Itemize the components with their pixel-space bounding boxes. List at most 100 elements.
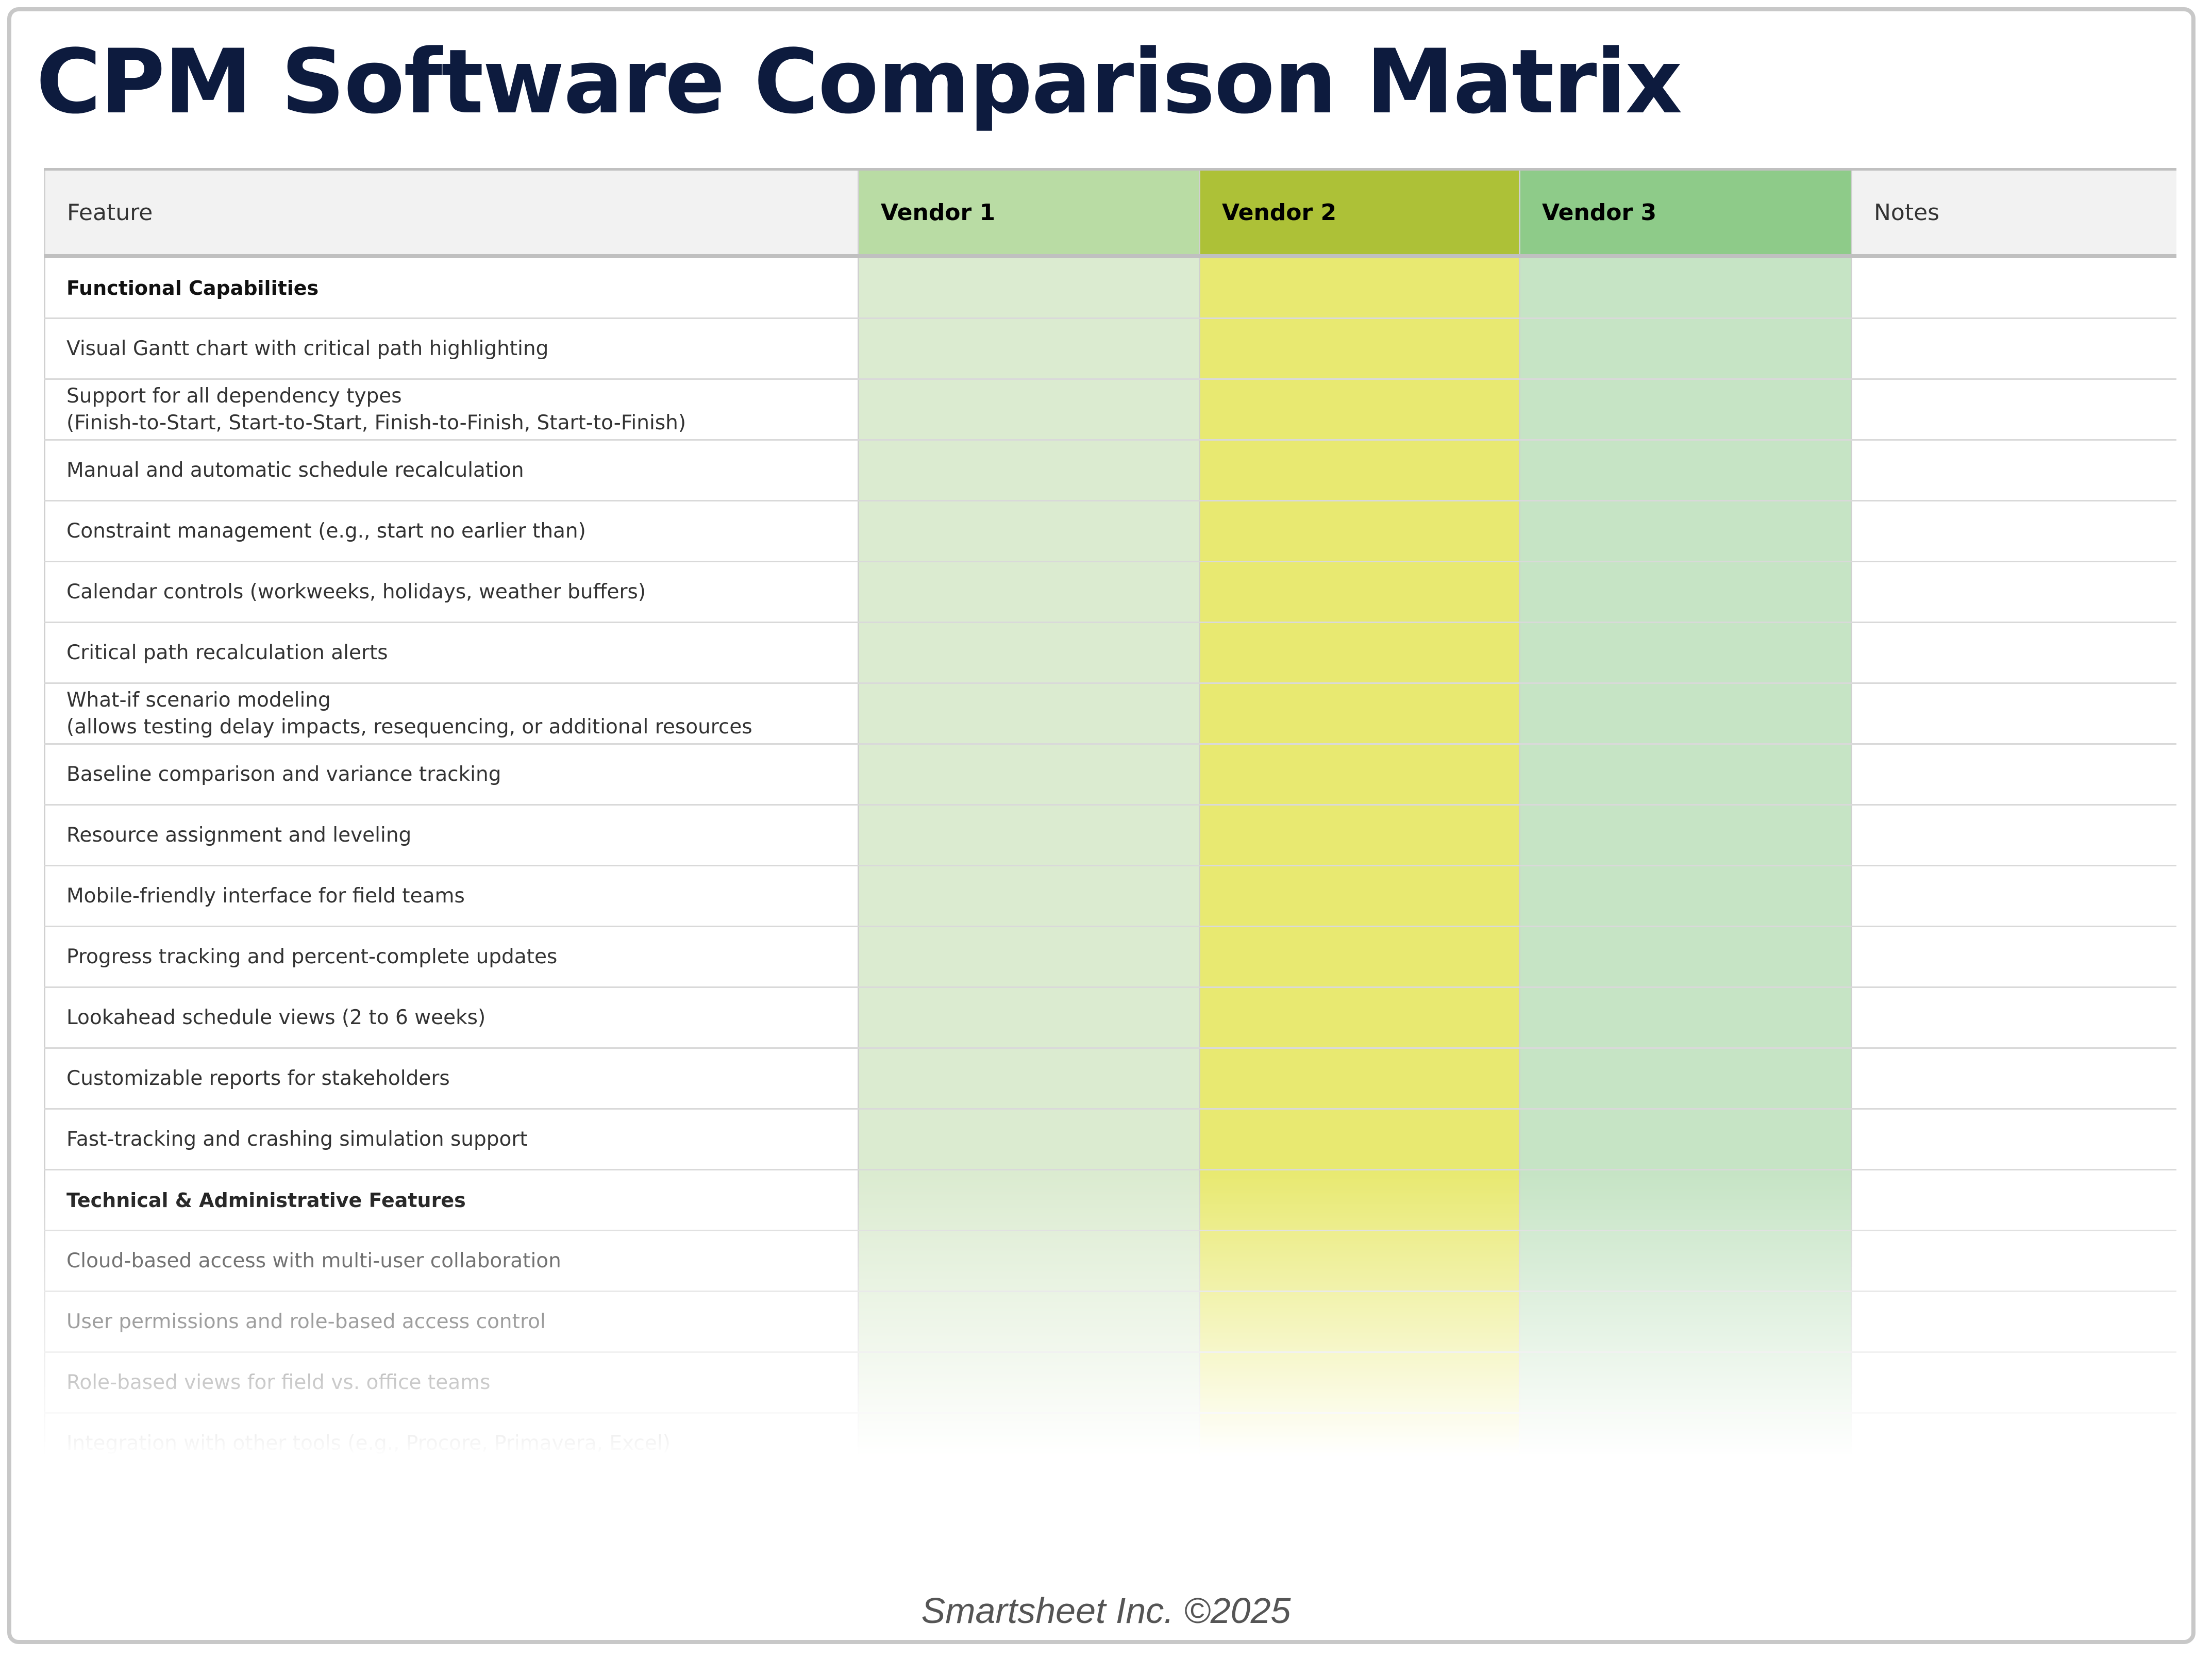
vendor-1-cell[interactable] xyxy=(859,745,1200,804)
feature-label: What-if scenario modeling (allows testin… xyxy=(66,688,752,739)
notes-cell[interactable] xyxy=(1852,1414,2176,1473)
feature-cell: Manual and automatic schedule recalculat… xyxy=(44,441,859,500)
vendor-2-cell[interactable] xyxy=(1200,806,1520,865)
vendor-2-cell[interactable] xyxy=(1200,1292,1520,1351)
vendor-1-cell[interactable] xyxy=(859,319,1200,378)
vendor-3-cell[interactable] xyxy=(1520,319,1852,378)
vendor-3-cell[interactable] xyxy=(1520,623,1852,682)
vendor-3-cell[interactable] xyxy=(1520,988,1852,1047)
vendor-2-cell[interactable] xyxy=(1200,684,1520,743)
vendor-2-cell[interactable] xyxy=(1200,1110,1520,1169)
vendor-3-cell[interactable] xyxy=(1520,684,1852,743)
header-vendor-2: Vendor 2 xyxy=(1200,171,1520,254)
vendor-3-cell[interactable] xyxy=(1520,441,1852,500)
vendor-1-cell[interactable] xyxy=(859,1414,1200,1473)
notes-cell[interactable] xyxy=(1852,988,2176,1047)
table-row: Lookahead schedule views (2 to 6 weeks) xyxy=(44,988,2176,1049)
notes-cell[interactable] xyxy=(1852,1292,2176,1351)
vendor-1-cell[interactable] xyxy=(859,1231,1200,1291)
table-row: What-if scenario modeling (allows testin… xyxy=(44,684,2176,745)
vendor-2-cell[interactable] xyxy=(1200,258,1520,317)
vendor-2-cell[interactable] xyxy=(1200,1049,1520,1108)
table-row: Constraint management (e.g., start no ea… xyxy=(44,501,2176,562)
notes-cell[interactable] xyxy=(1852,1049,2176,1108)
vendor-3-cell[interactable] xyxy=(1520,927,1852,986)
notes-cell[interactable] xyxy=(1852,501,2176,561)
notes-cell[interactable] xyxy=(1852,927,2176,986)
vendor-2-cell[interactable] xyxy=(1200,866,1520,926)
vendor-3-cell[interactable] xyxy=(1520,866,1852,926)
vendor-1-cell[interactable] xyxy=(859,1110,1200,1169)
feature-label: Manual and automatic schedule recalculat… xyxy=(66,458,524,482)
vendor-1-cell[interactable] xyxy=(859,623,1200,682)
vendor-3-cell[interactable] xyxy=(1520,1231,1852,1291)
notes-cell[interactable] xyxy=(1852,1170,2176,1230)
feature-label: Progress tracking and percent-complete u… xyxy=(66,945,558,968)
feature-cell: Integration with other tools (e.g., Proc… xyxy=(44,1414,859,1473)
vendor-3-cell[interactable] xyxy=(1520,562,1852,622)
notes-cell[interactable] xyxy=(1852,1110,2176,1169)
vendor-2-cell[interactable] xyxy=(1200,1353,1520,1412)
vendor-3-cell[interactable] xyxy=(1520,1110,1852,1169)
table-row: Support for all dependency types (Finish… xyxy=(44,380,2176,441)
vendor-3-cell[interactable] xyxy=(1520,258,1852,317)
notes-cell[interactable] xyxy=(1852,319,2176,378)
vendor-1-cell[interactable] xyxy=(859,866,1200,926)
feature-cell: Constraint management (e.g., start no ea… xyxy=(44,501,859,561)
notes-cell[interactable] xyxy=(1852,1353,2176,1412)
header-vendor-3: Vendor 3 xyxy=(1520,171,1852,254)
vendor-3-cell[interactable] xyxy=(1520,1292,1852,1351)
vendor-3-cell[interactable] xyxy=(1520,1353,1852,1412)
vendor-1-cell[interactable] xyxy=(859,380,1200,439)
notes-cell[interactable] xyxy=(1852,745,2176,804)
vendor-3-cell[interactable] xyxy=(1520,1049,1852,1108)
notes-cell[interactable] xyxy=(1852,380,2176,439)
feature-cell: User permissions and role-based access c… xyxy=(44,1292,859,1351)
vendor-1-cell[interactable] xyxy=(859,258,1200,317)
section-label: Technical & Administrative Features xyxy=(66,1188,466,1212)
feature-label: Role-based views for field vs. office te… xyxy=(66,1370,491,1394)
notes-cell[interactable] xyxy=(1852,258,2176,317)
vendor-3-cell[interactable] xyxy=(1520,1414,1852,1473)
notes-cell[interactable] xyxy=(1852,866,2176,926)
vendor-2-cell[interactable] xyxy=(1200,441,1520,500)
vendor-1-cell[interactable] xyxy=(859,1170,1200,1230)
feature-cell: Visual Gantt chart with critical path hi… xyxy=(44,319,859,378)
notes-cell[interactable] xyxy=(1852,684,2176,743)
page-frame xyxy=(7,7,2196,1644)
vendor-1-cell[interactable] xyxy=(859,684,1200,743)
notes-cell[interactable] xyxy=(1852,623,2176,682)
vendor-3-cell[interactable] xyxy=(1520,806,1852,865)
vendor-2-cell[interactable] xyxy=(1200,1414,1520,1473)
vendor-1-cell[interactable] xyxy=(859,927,1200,986)
vendor-2-cell[interactable] xyxy=(1200,745,1520,804)
notes-cell[interactable] xyxy=(1852,806,2176,865)
vendor-2-cell[interactable] xyxy=(1200,623,1520,682)
vendor-1-cell[interactable] xyxy=(859,1292,1200,1351)
vendor-1-cell[interactable] xyxy=(859,988,1200,1047)
notes-cell[interactable] xyxy=(1852,562,2176,622)
vendor-2-cell[interactable] xyxy=(1200,988,1520,1047)
vendor-2-cell[interactable] xyxy=(1200,501,1520,561)
vendor-3-cell[interactable] xyxy=(1520,745,1852,804)
vendor-1-cell[interactable] xyxy=(859,806,1200,865)
vendor-2-cell[interactable] xyxy=(1200,562,1520,622)
vendor-3-cell[interactable] xyxy=(1520,1170,1852,1230)
notes-cell[interactable] xyxy=(1852,441,2176,500)
vendor-2-cell[interactable] xyxy=(1200,1231,1520,1291)
feature-cell: Technical & Administrative Features xyxy=(44,1170,859,1230)
feature-cell: Functional Capabilities xyxy=(44,258,859,317)
vendor-2-cell[interactable] xyxy=(1200,927,1520,986)
vendor-1-cell[interactable] xyxy=(859,501,1200,561)
vendor-2-cell[interactable] xyxy=(1200,380,1520,439)
vendor-1-cell[interactable] xyxy=(859,1353,1200,1412)
vendor-1-cell[interactable] xyxy=(859,1049,1200,1108)
vendor-1-cell[interactable] xyxy=(859,562,1200,622)
section-header-row: Functional Capabilities xyxy=(44,258,2176,319)
notes-cell[interactable] xyxy=(1852,1231,2176,1291)
vendor-3-cell[interactable] xyxy=(1520,501,1852,561)
vendor-3-cell[interactable] xyxy=(1520,380,1852,439)
vendor-2-cell[interactable] xyxy=(1200,1170,1520,1230)
vendor-2-cell[interactable] xyxy=(1200,319,1520,378)
vendor-1-cell[interactable] xyxy=(859,441,1200,500)
